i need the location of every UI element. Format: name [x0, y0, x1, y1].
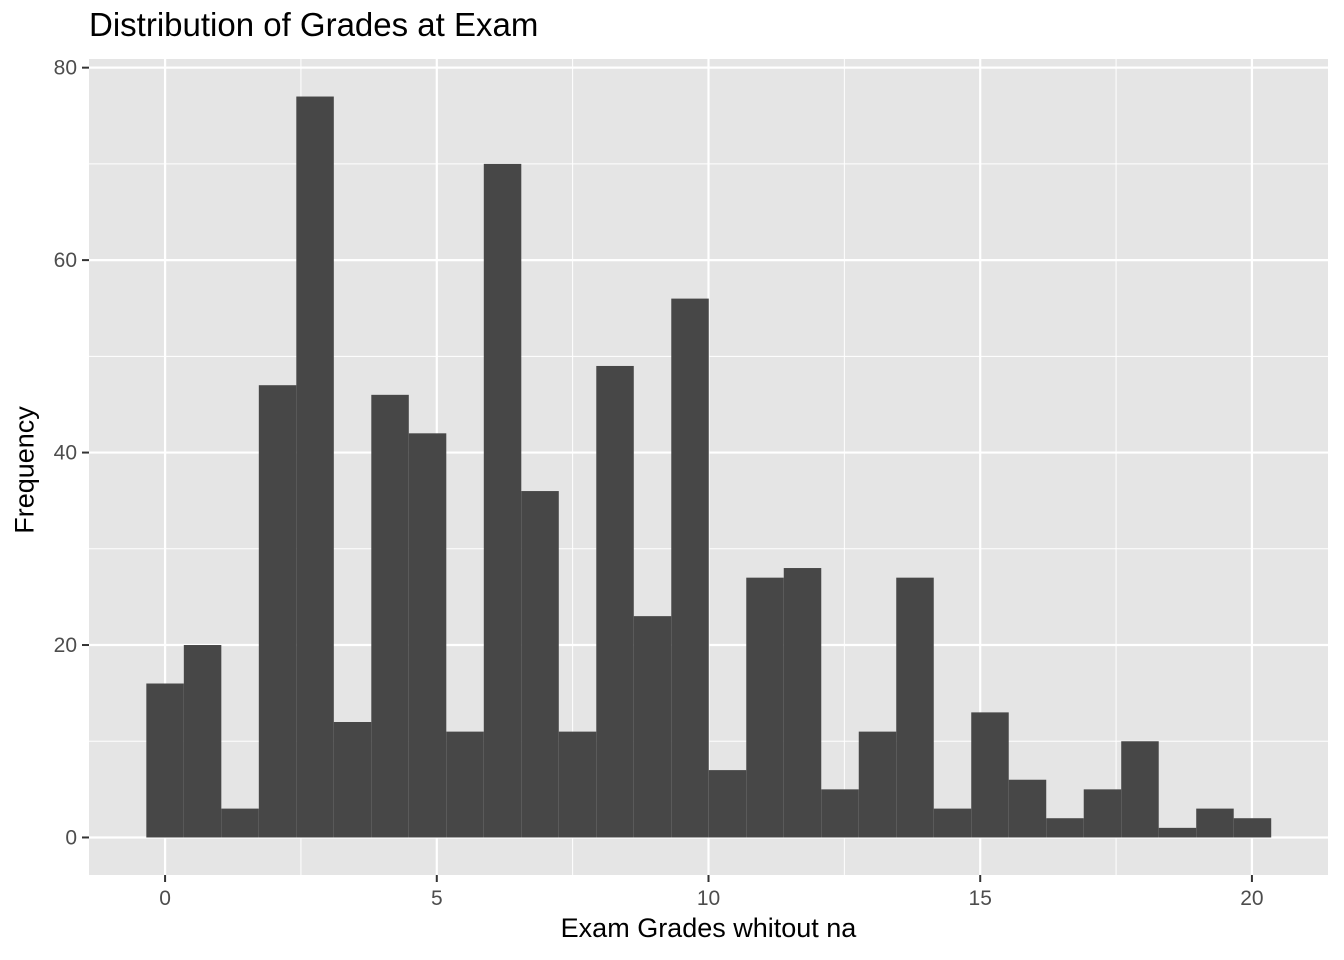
histogram-bar [371, 394, 409, 838]
chart-title: Distribution of Grades at Exam [89, 6, 539, 43]
histogram-bar [258, 385, 297, 838]
histogram-bar [183, 645, 222, 838]
histogram-bar [596, 365, 634, 838]
histogram-bar [783, 568, 822, 838]
histogram-bar [633, 616, 672, 838]
histogram-bar [558, 731, 597, 838]
histogram-bar [971, 712, 1009, 838]
histogram-bar [333, 722, 372, 838]
histogram-bar [521, 491, 559, 838]
histogram-bar [1008, 779, 1047, 838]
histogram-bar [221, 808, 259, 838]
histogram-bar [933, 808, 972, 838]
x-tick-label: 15 [969, 887, 992, 910]
histogram-bar [1121, 741, 1159, 838]
x-axis-label: Exam Grades whitout na [560, 913, 857, 943]
histogram-bar [446, 731, 484, 838]
y-tick-label: 20 [54, 634, 77, 657]
histogram-bar [896, 577, 934, 838]
histogram-bar [296, 96, 334, 838]
histogram-bar [408, 433, 447, 838]
histogram-bar [858, 731, 897, 838]
histogram-bar [1083, 789, 1122, 838]
histogram-bar [821, 789, 859, 838]
x-tick-label: 10 [697, 887, 720, 910]
histogram-bar [1233, 818, 1272, 838]
histogram-bar [1158, 827, 1197, 838]
x-tick-label: 5 [431, 887, 443, 910]
y-tick-label: 40 [54, 442, 77, 465]
histogram-bar [483, 163, 522, 838]
histogram-bar [671, 298, 709, 838]
histogram-bar [1196, 808, 1234, 838]
histogram-bar [746, 577, 784, 838]
histogram-bar [146, 683, 184, 838]
x-tick-label: 0 [159, 887, 171, 910]
histogram-bar [1046, 818, 1084, 838]
y-tick-label: 0 [65, 826, 77, 849]
y-tick-label: 60 [54, 249, 77, 272]
y-tick-label: 80 [54, 57, 77, 80]
histogram-bar [708, 770, 747, 838]
x-tick-label: 20 [1240, 887, 1263, 910]
